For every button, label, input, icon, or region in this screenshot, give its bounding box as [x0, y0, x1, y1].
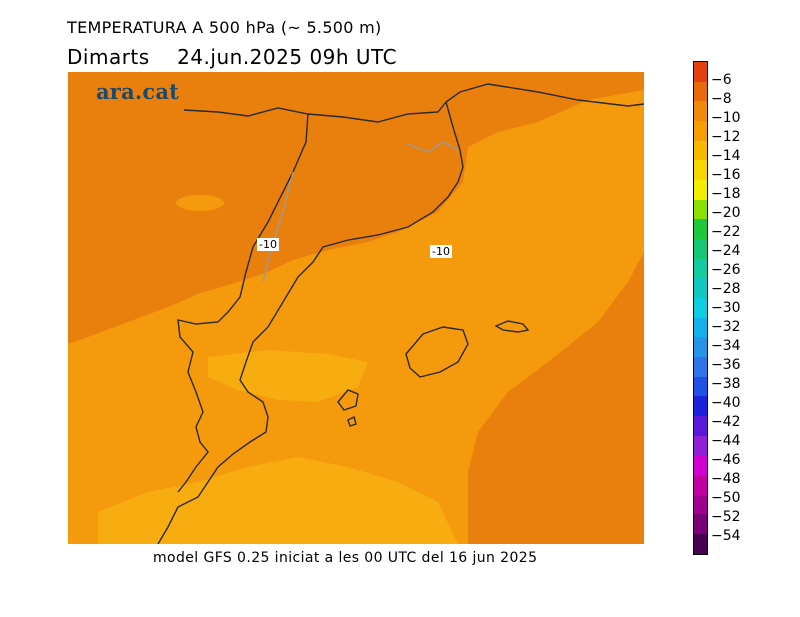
border-pyrenees [183, 83, 644, 123]
colorbar-label: −44 [711, 433, 741, 449]
border-andorra [407, 141, 459, 153]
colorbar-label: −18 [711, 186, 741, 202]
colorbar-segment [694, 180, 707, 200]
colorbar-label: −42 [711, 414, 741, 430]
colorbar-segment [694, 455, 707, 476]
colorbar-label: −20 [711, 205, 741, 221]
colorbar-segment [694, 514, 707, 535]
colorbar-segment [694, 337, 707, 358]
island-mallorca [405, 326, 469, 378]
colorbar-segment [694, 199, 707, 220]
colorbar-segment [694, 81, 707, 102]
colorbar-segment [694, 494, 707, 515]
colorbar-label: −48 [711, 471, 741, 487]
model-footer: model GFS 0.25 iniciat a les 00 UTC del … [153, 550, 538, 566]
colorbar-segment [694, 140, 707, 161]
colorbar-segment [694, 258, 707, 279]
field-minus10-region-north [68, 72, 644, 344]
colorbar-segment [694, 219, 707, 240]
coastline-east [157, 101, 464, 544]
colorbar-label: −8 [711, 91, 732, 107]
field-minus12-island [176, 195, 224, 211]
colorbar-segment [694, 475, 707, 495]
colorbar-label: −12 [711, 129, 741, 145]
colorbar-label: −36 [711, 357, 741, 373]
colorbar-label: −28 [711, 281, 741, 297]
colorbar-segment [694, 376, 707, 397]
colorbar-segment [694, 317, 707, 338]
temperature-map [68, 72, 644, 544]
field-minus10-region-southeast [468, 252, 644, 544]
border-west [177, 113, 309, 493]
colorbar-label: −50 [711, 490, 741, 506]
colorbar-label: −52 [711, 509, 741, 525]
colorbar-segment [694, 160, 707, 181]
araat-logo: ara.cat [96, 79, 180, 104]
colorbar-label: −16 [711, 167, 741, 183]
colorbar-label: −46 [711, 452, 741, 468]
colorbar-label: −26 [711, 262, 741, 278]
contour-label: -10 [257, 238, 279, 251]
colorbar-segment [694, 278, 707, 299]
colorbar-label: −10 [711, 110, 741, 126]
colorbar-segment [694, 239, 707, 259]
colorbar-segment [694, 416, 707, 436]
contour-label: -10 [430, 245, 452, 258]
colorbar-label: −34 [711, 338, 741, 354]
colorbar-segment [694, 534, 707, 554]
island-eivissa [337, 389, 359, 411]
colorbar-label: −14 [711, 148, 741, 164]
colorbar-label: −6 [711, 72, 732, 88]
colorbar-label: −40 [711, 395, 741, 411]
colorbar-segment [694, 396, 707, 417]
colorbar-label: −30 [711, 300, 741, 316]
colorbar-segment [694, 62, 707, 82]
field-minus14-patch-central [208, 350, 368, 402]
colorbar-segment [694, 435, 707, 456]
field-minus14-patch-south [98, 457, 458, 544]
map-date-subtitle: Dimarts 24.jun.2025 09h UTC [67, 45, 398, 69]
colorbar-segment [694, 357, 707, 377]
colorbar-segment [694, 298, 707, 318]
colorbar-label: −24 [711, 243, 741, 259]
island-formentera [347, 415, 357, 427]
colorbar-segment [694, 121, 707, 141]
colorbar-label: −22 [711, 224, 741, 240]
temperature-map-svg [68, 72, 644, 544]
colorbar-label: −54 [711, 528, 741, 544]
temperature-colorbar [693, 61, 708, 555]
map-title: TEMPERATURA A 500 hPa (~ 5.500 m) [67, 18, 382, 37]
island-menorca [494, 320, 530, 333]
colorbar-label: −38 [711, 376, 741, 392]
colorbar-segment [694, 101, 707, 122]
colorbar-label: −32 [711, 319, 741, 335]
